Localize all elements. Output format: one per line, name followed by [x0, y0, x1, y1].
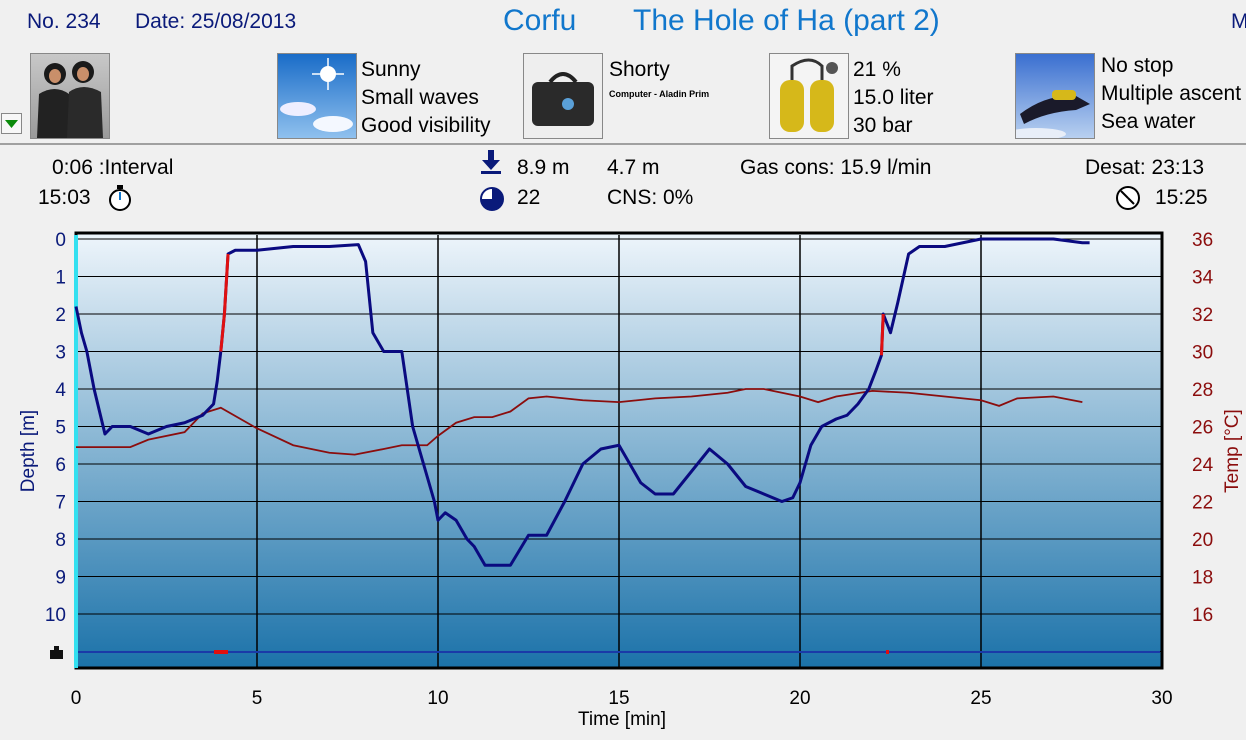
equipment-photo[interactable]: [523, 53, 603, 139]
temp-tick-label: 26: [1192, 418, 1213, 439]
dive-type-line-3: Sea water: [1101, 110, 1196, 133]
gas-consumption: Gas cons: 15.9 l/min: [740, 156, 932, 179]
temp-tick-label: 18: [1192, 568, 1213, 589]
ascent-warning-segment: [219, 253, 230, 352]
depth-series-line: [74, 237, 1090, 567]
duration-icon: [480, 187, 504, 211]
avg-depth: 4.7 m: [607, 156, 660, 179]
depth-tick-label: 1: [55, 268, 66, 289]
computer-label: Computer - Aladin Prim: [609, 89, 710, 99]
event-marker: [886, 650, 889, 654]
temp-tick-label: 34: [1192, 268, 1214, 289]
x-tick-labels: 0 5 10 15 20 25 30: [71, 688, 1173, 709]
x-tick-label: 20: [789, 688, 810, 709]
weather-line-1: Sunny: [361, 58, 421, 81]
x-tick-label: 5: [252, 688, 263, 709]
expand-arrow-button[interactable]: [1, 113, 22, 134]
bag-icon: [532, 72, 594, 126]
temp-tick-label: 30: [1192, 343, 1213, 364]
depth-tick-label: 9: [55, 568, 66, 589]
x-tick-label: 0: [71, 688, 82, 709]
dive-type-photo[interactable]: [1006, 53, 1095, 140]
surface-interval: 0:06 :Interval: [52, 156, 174, 179]
cns-value: CNS: 0%: [607, 186, 694, 209]
temp-tick-label: 36: [1192, 230, 1213, 251]
series-lines: [74, 237, 1090, 567]
event-marker: [214, 650, 228, 654]
depth-tick-label: 10: [45, 605, 66, 626]
cursor-bar[interactable]: [74, 235, 78, 668]
depth-tick-label: 2: [55, 305, 66, 326]
depth-tick-label: 0: [55, 230, 66, 251]
time-in: 15:03: [38, 186, 91, 209]
header-divider: [0, 143, 1246, 145]
temp-axis-label: Temp [°C]: [1222, 409, 1243, 493]
x-tick-label: 30: [1151, 688, 1172, 709]
weather-line-3: Good visibility: [361, 114, 491, 137]
depth-tick-labels: 0 1 2 3 4 5 6 7 8 9 10: [45, 230, 67, 626]
temp-tick-label: 24: [1192, 455, 1214, 476]
dive-duration: 22: [517, 186, 541, 209]
time-out: 15:25: [1155, 186, 1208, 209]
x-tick-label: 15: [608, 688, 629, 709]
temp-series-line: [76, 388, 1083, 456]
events-icon: [50, 646, 63, 659]
temp-tick-label: 28: [1192, 380, 1213, 401]
gas-oxygen: 21 %: [853, 58, 901, 81]
divers-icon: [37, 61, 103, 138]
sun-clouds-icon: [280, 58, 353, 132]
gas-tanks-icon: [780, 58, 838, 132]
depth-tick-label: 8: [55, 530, 66, 551]
x-axis-label: Time [min]: [578, 709, 666, 730]
gas-pressure: 30 bar: [853, 114, 913, 137]
x-tick-label: 25: [970, 688, 991, 709]
ascent-warning-segment: [879, 313, 885, 356]
temp-tick-label: 22: [1192, 493, 1213, 514]
temp-tick-label: 16: [1192, 605, 1213, 626]
depth-tick-label: 4: [55, 380, 66, 401]
clock-end-icon: [1116, 186, 1140, 210]
dive-site-title: The Hole of Ha (part 2): [633, 4, 940, 37]
max-depth: 8.9 m: [517, 156, 570, 179]
depth-tick-label: 5: [55, 418, 66, 439]
header-truncated: M: [1231, 10, 1246, 33]
x-tick-label: 10: [427, 688, 448, 709]
dive-location: Corfu: [503, 4, 577, 37]
depth-tick-label: 7: [55, 493, 66, 514]
dive-date: Date: 25/08/2013: [135, 10, 297, 33]
temp-tick-labels: 36 34 32 30 28 26 24 22 20 18 16: [1192, 230, 1214, 626]
temp-tick-label: 20: [1192, 530, 1213, 551]
depth-axis-label: Depth [m]: [18, 410, 39, 492]
weather-photo[interactable]: [277, 53, 357, 139]
gas-volume: 15.0 liter: [853, 86, 934, 109]
desaturation-time: Desat: 23:13: [1085, 156, 1205, 179]
diver-swimming-icon: [1006, 90, 1090, 140]
dive-number: No. 234: [27, 10, 101, 33]
tanks-photo[interactable]: [769, 53, 849, 139]
weather-line-2: Small waves: [361, 86, 479, 109]
triangle-down-icon: [5, 120, 18, 128]
temp-tick-label: 32: [1192, 305, 1213, 326]
suit-label: Shorty: [609, 58, 670, 81]
dive-type-line-2: Multiple ascent: [1101, 82, 1242, 105]
max-depth-icon: [481, 150, 501, 174]
dive-type-line-1: No stop: [1101, 54, 1174, 77]
clock-start-icon: [109, 185, 131, 211]
depth-tick-label: 3: [55, 343, 66, 364]
buddy-divers-photo[interactable]: [30, 53, 110, 139]
depth-tick-label: 6: [55, 455, 66, 476]
